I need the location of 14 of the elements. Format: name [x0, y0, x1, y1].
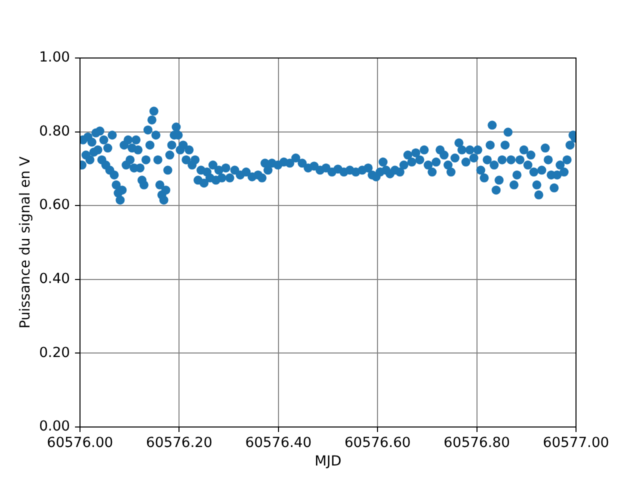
y-tick-label: 0.60: [39, 197, 70, 214]
x-tick-label: 60576.40: [245, 434, 312, 451]
x-tick-label: 60576.20: [146, 434, 212, 451]
x-tick-label: 60577.00: [542, 434, 610, 451]
x-axis-title: MJD: [314, 454, 342, 470]
y-axis-title: Puissance du signal en V: [18, 156, 34, 328]
y-tick-label: 0.20: [39, 344, 70, 361]
y-tick-label: 0.80: [39, 123, 70, 140]
x-tick-label: 60576.80: [444, 434, 510, 451]
y-tick-label: 0.00: [39, 418, 70, 435]
x-tick-label: 60576.60: [344, 434, 411, 451]
x-tick-label: 60576.00: [46, 434, 114, 451]
y-tick-label: 0.40: [39, 271, 70, 288]
y-tick-label: 1.00: [39, 50, 70, 66]
